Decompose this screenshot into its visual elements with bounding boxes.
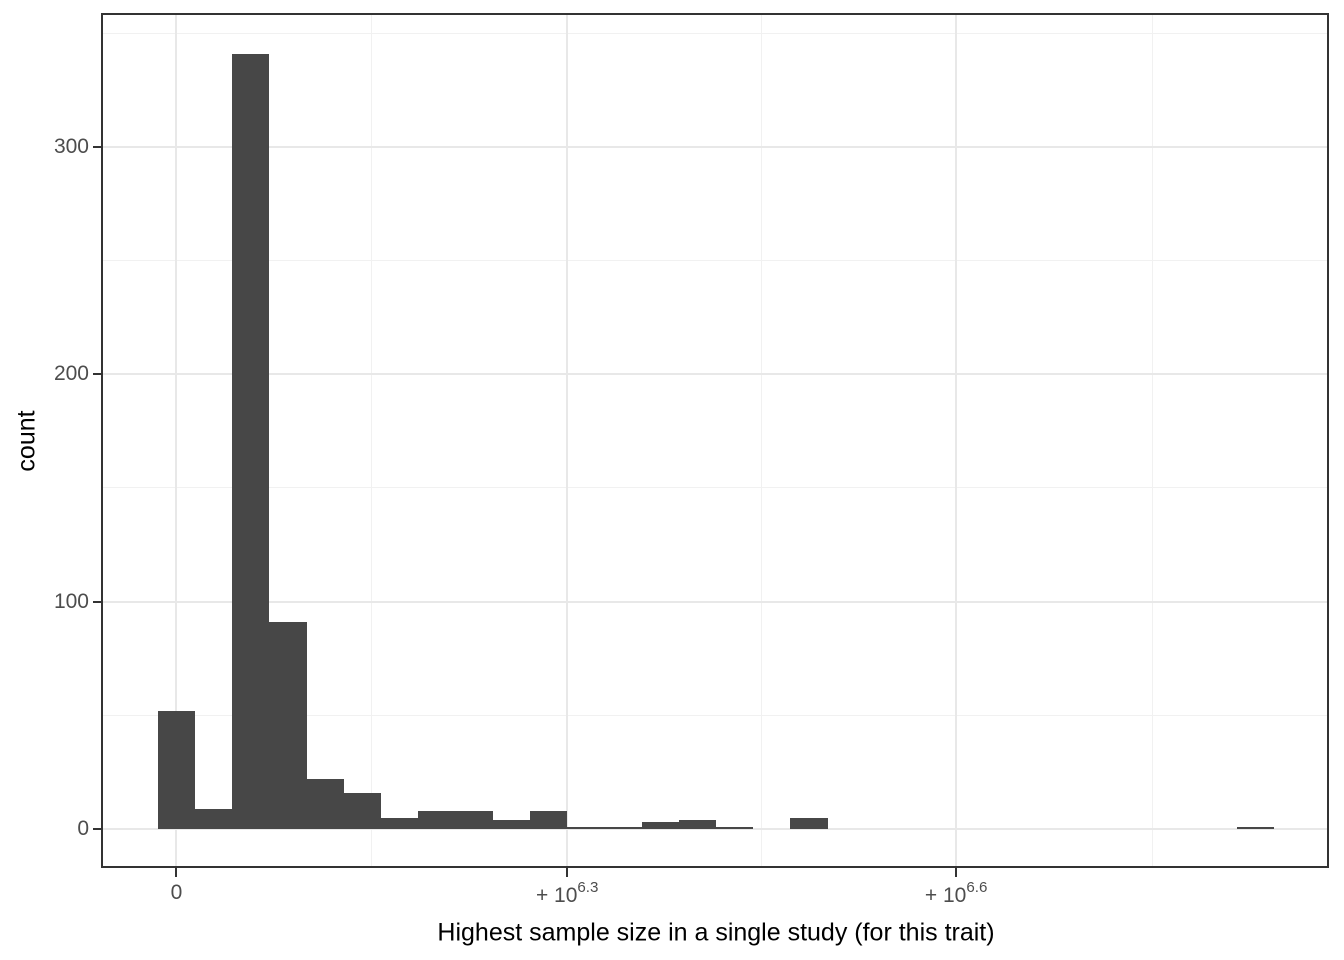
histogram-bar <box>455 810 493 830</box>
x-tick-mark <box>175 868 178 877</box>
gridline-minor-y <box>102 260 1328 262</box>
y-tick-label: 300 <box>53 134 89 158</box>
y-tick-mark <box>93 373 102 376</box>
y-tick-mark <box>93 145 102 148</box>
histogram-bar <box>306 779 344 830</box>
histogram-bar <box>790 817 828 830</box>
histogram-bar <box>232 53 270 830</box>
histogram-bar <box>604 826 642 830</box>
gridline-minor-y <box>102 32 1328 34</box>
x-tick-label: + 106.3 <box>535 878 599 907</box>
gridline-major-y <box>102 373 1328 376</box>
y-tick-label: 200 <box>53 362 89 386</box>
y-tick-label: 100 <box>53 589 89 613</box>
x-axis-title: Highest sample size in a single study (f… <box>437 918 995 947</box>
histogram-bar <box>567 826 605 830</box>
x-tick-mark <box>955 868 958 877</box>
gridline-minor-x <box>371 14 373 868</box>
gridline-minor-y <box>102 714 1328 716</box>
y-tick-label: 0 <box>77 817 89 841</box>
y-axis-title: count <box>12 410 41 472</box>
gridline-major-y <box>102 828 1328 831</box>
x-tick-mark <box>566 868 569 877</box>
y-tick-mark <box>93 600 102 603</box>
gridline-major-x <box>175 14 178 868</box>
histogram-bar <box>381 817 419 830</box>
histogram-bar <box>157 710 196 830</box>
gridline-major-x <box>566 14 569 868</box>
histogram-bar <box>1236 826 1275 830</box>
histogram-bar <box>418 810 456 830</box>
histogram-bar <box>492 820 530 830</box>
gridline-major-y <box>102 600 1328 603</box>
gridline-minor-x <box>1151 14 1153 868</box>
gridline-minor-x <box>761 14 763 868</box>
histogram-bar <box>343 792 382 830</box>
y-tick-mark <box>93 828 102 831</box>
histogram-bar <box>529 810 568 830</box>
histogram-bar <box>269 622 307 830</box>
gridline-minor-y <box>102 487 1328 489</box>
histogram-bar <box>678 820 716 830</box>
histogram-bar <box>195 808 233 830</box>
gridline-major-x <box>955 14 958 868</box>
histogram-bar <box>641 822 679 830</box>
x-tick-label: + 106.6 <box>924 878 988 907</box>
histogram-bar <box>716 826 754 830</box>
x-tick-label: 0 <box>170 881 183 904</box>
gridline-major-y <box>102 145 1328 148</box>
